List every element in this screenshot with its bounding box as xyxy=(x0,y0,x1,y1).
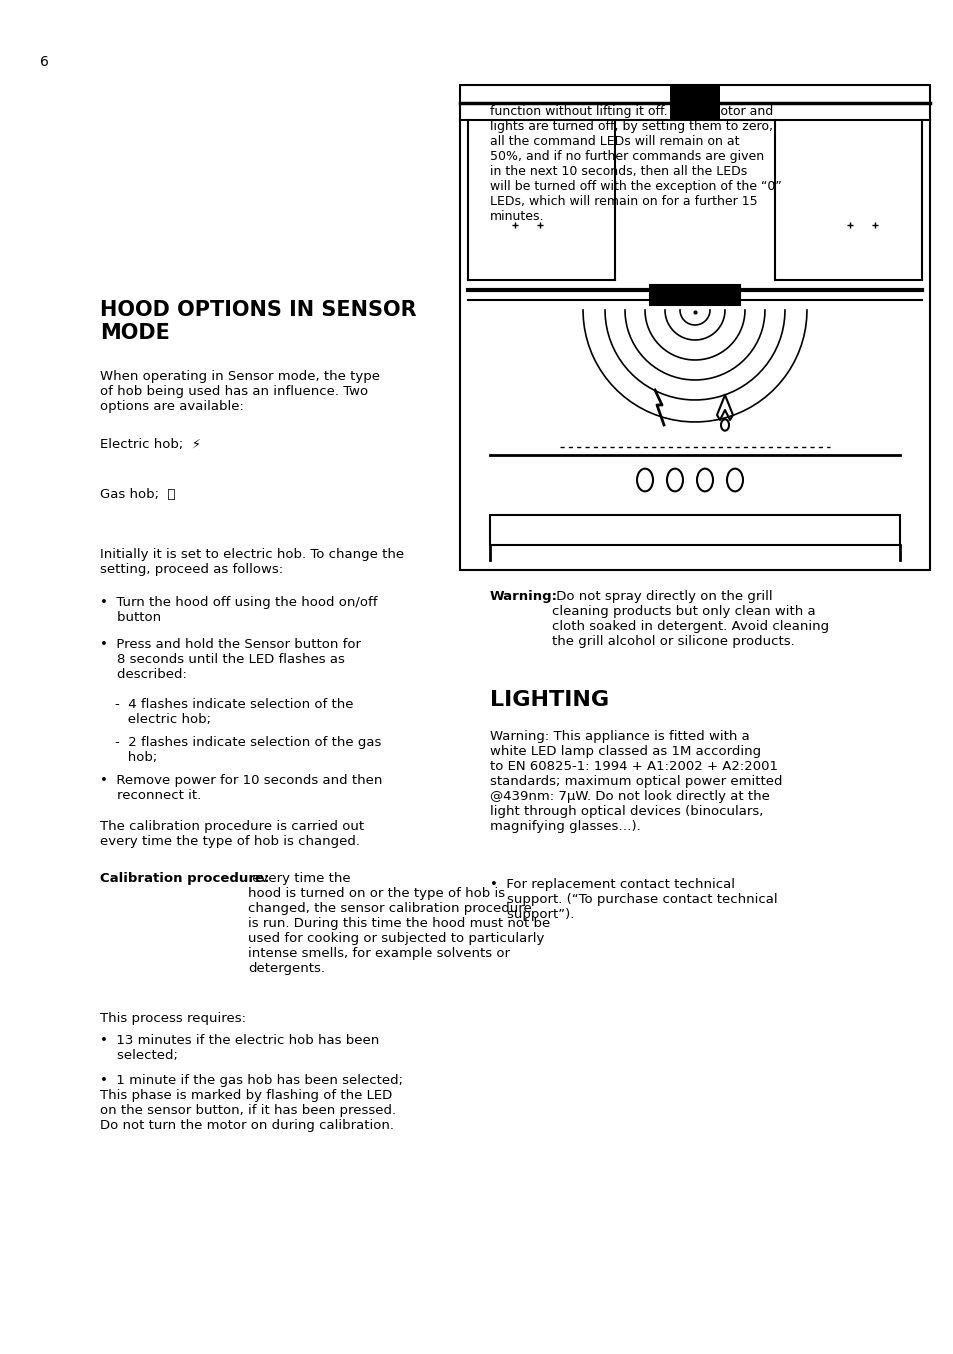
Text: When operating in Sensor mode, the type
of hob being used has an influence. Two
: When operating in Sensor mode, the type … xyxy=(100,370,379,413)
Text: HOOD OPTIONS IN SENSOR
MODE: HOOD OPTIONS IN SENSOR MODE xyxy=(100,301,416,343)
Text: every time the
hood is turned on or the type of hob is
changed, the sensor calib: every time the hood is turned on or the … xyxy=(248,872,550,975)
Text: •  1 minute if the gas hob has been selected;
This phase is marked by flashing o: • 1 minute if the gas hob has been selec… xyxy=(100,1074,402,1132)
Text: 6: 6 xyxy=(40,56,49,69)
Text: •  For replacement contact technical
    support. (“To purchase contact technica: • For replacement contact technical supp… xyxy=(490,877,777,921)
Text: This process requires:: This process requires: xyxy=(100,1011,246,1025)
Text: Initially it is set to electric hob. To change the
setting, proceed as follows:: Initially it is set to electric hob. To … xyxy=(100,548,404,575)
Bar xyxy=(649,284,740,305)
Bar xyxy=(459,85,929,570)
Bar xyxy=(669,85,720,121)
Bar xyxy=(490,515,899,546)
Text: Do not spray directly on the grill
cleaning products but only clean with a
cloth: Do not spray directly on the grill clean… xyxy=(552,590,828,649)
Text: Calibration procedure:: Calibration procedure: xyxy=(100,872,269,886)
Text: •  13 minutes if the electric hob has been
    selected;: • 13 minutes if the electric hob has bee… xyxy=(100,1034,379,1062)
Text: function without lifting it off. If the motor and
lights are turned off, by sett: function without lifting it off. If the … xyxy=(490,106,781,223)
Text: Warning: This appliance is fitted with a
white LED lamp classed as 1M according
: Warning: This appliance is fitted with a… xyxy=(490,730,781,833)
Text: •  Remove power for 10 seconds and then
    reconnect it.: • Remove power for 10 seconds and then r… xyxy=(100,774,382,802)
Text: -  4 flashes indicate selection of the
   electric hob;: - 4 flashes indicate selection of the el… xyxy=(115,699,354,726)
Text: •  Turn the hood off using the hood on/off
    button: • Turn the hood off using the hood on/of… xyxy=(100,596,377,624)
Text: LIGHTING: LIGHTING xyxy=(490,691,608,709)
Text: -  2 flashes indicate selection of the gas
   hob;: - 2 flashes indicate selection of the ga… xyxy=(115,737,381,764)
Text: Warning:: Warning: xyxy=(490,590,558,603)
Text: Electric hob;  ⚡: Electric hob; ⚡ xyxy=(100,437,201,451)
Text: Gas hob;  🜂: Gas hob; 🜂 xyxy=(100,487,175,501)
Text: •  Press and hold the Sensor button for
    8 seconds until the LED flashes as
 : • Press and hold the Sensor button for 8… xyxy=(100,638,360,681)
Text: The calibration procedure is carried out
every time the type of hob is changed.: The calibration procedure is carried out… xyxy=(100,821,364,848)
